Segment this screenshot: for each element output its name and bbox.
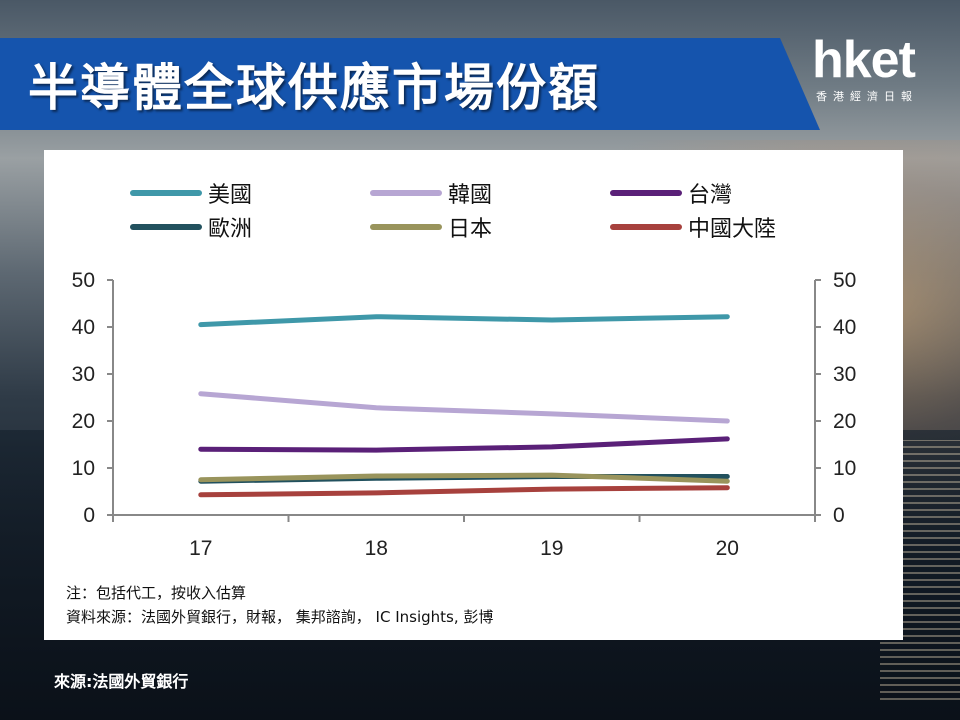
chart-data-source: 資料來源：法國外貿銀行，財報， 集邦諮詢， IC Insights, 彭博 bbox=[66, 608, 494, 626]
y-tick-label-right: 40 bbox=[833, 316, 856, 339]
chart-note: 注：包括代工，按收入估算 bbox=[66, 584, 247, 602]
title-banner: 半導體全球供應市場份額 bbox=[0, 38, 820, 130]
logo-wordmark: hket bbox=[812, 31, 916, 89]
legend-item-korea: 韓國 bbox=[370, 178, 492, 208]
page-source: 來源:法國外貿銀行 bbox=[54, 672, 189, 691]
x-tick-label: 17 bbox=[189, 537, 212, 560]
y-tick-label-left: 20 bbox=[72, 410, 95, 433]
line-chart: 0 10 20 30 40 50 0 10 20 30 40 50 17 18 19 20 bbox=[72, 269, 857, 560]
y-tick-label-right: 30 bbox=[833, 363, 856, 386]
y-tick-label-left: 50 bbox=[72, 269, 95, 292]
legend-label-korea: 韓國 bbox=[448, 183, 493, 208]
series-line-5 bbox=[198, 485, 730, 498]
series-line-2 bbox=[198, 436, 730, 453]
series-line-4 bbox=[198, 472, 730, 484]
legend-swatch-china bbox=[610, 224, 682, 230]
y-tick-label-right: 10 bbox=[833, 457, 856, 480]
series-line-1 bbox=[198, 391, 730, 424]
x-tick-label: 18 bbox=[365, 537, 388, 560]
y-tick-label-left: 40 bbox=[72, 316, 95, 339]
legend-swatch-taiwan bbox=[610, 190, 682, 196]
legend-item-europe: 歐洲 bbox=[130, 212, 252, 242]
legend-item-us: 美國 bbox=[130, 178, 252, 208]
hket-logo: hket 香港經濟日報 bbox=[812, 30, 947, 110]
y-tick-label-right: 0 bbox=[833, 504, 845, 527]
legend-swatch-europe bbox=[130, 224, 202, 230]
legend-label-us: 美國 bbox=[208, 183, 253, 208]
y-tick-label-left: 0 bbox=[83, 504, 95, 527]
legend-item-taiwan: 台灣 bbox=[610, 178, 732, 208]
legend-swatch-us bbox=[130, 190, 202, 196]
logo-subtitle: 香港經濟日報 bbox=[816, 90, 918, 103]
legend-label-europe: 歐洲 bbox=[208, 217, 253, 242]
legend-label-japan: 日本 bbox=[448, 217, 493, 242]
legend-label-china: 中國大陸 bbox=[688, 217, 777, 242]
legend-label-taiwan: 台灣 bbox=[688, 183, 733, 208]
y-tick-label-left: 10 bbox=[72, 457, 95, 480]
chart-card: 美國 韓國 台灣 歐洲 日本 中國大陸 0 10 20 30 40 50 0 10 20 30 40… bbox=[44, 150, 903, 640]
legend-swatch-japan bbox=[370, 224, 442, 230]
legend-item-japan: 日本 bbox=[370, 212, 492, 242]
legend-item-china: 中國大陸 bbox=[610, 212, 776, 242]
chart-legend: 美國 韓國 台灣 歐洲 日本 中國大陸 bbox=[44, 150, 903, 250]
x-tick-label: 20 bbox=[716, 537, 739, 560]
y-tick-label-right: 20 bbox=[833, 410, 856, 433]
page-title: 半導體全球供應市場份額 bbox=[28, 59, 600, 117]
y-tick-label-left: 30 bbox=[72, 363, 95, 386]
y-tick-label-right: 50 bbox=[833, 269, 856, 292]
legend-swatch-korea bbox=[370, 190, 442, 196]
series-line-0 bbox=[198, 314, 730, 328]
x-tick-label: 19 bbox=[540, 537, 563, 560]
